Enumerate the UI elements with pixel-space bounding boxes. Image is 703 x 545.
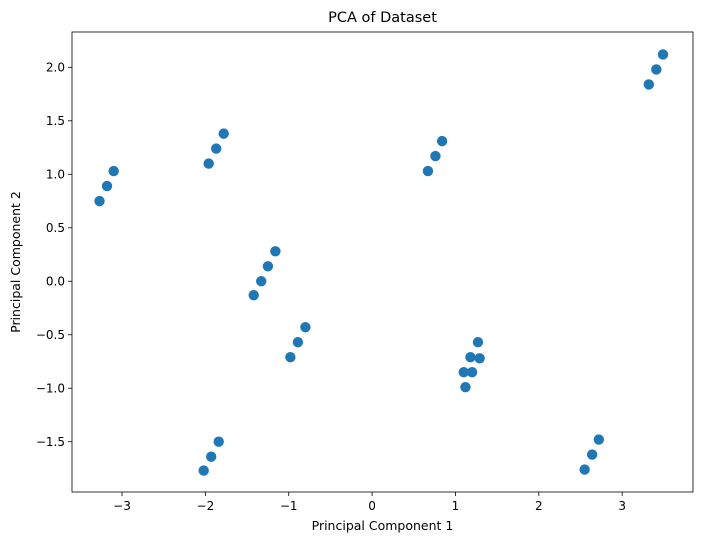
data-point-21 (460, 381, 471, 393)
data-point-11 (285, 352, 296, 363)
x-tick-label: 2 (535, 499, 543, 513)
data-point-14 (198, 465, 209, 476)
points-layer (94, 49, 669, 476)
y-tick-label: −1.0 (36, 382, 65, 396)
data-point-17 (422, 165, 434, 177)
data-point-6 (218, 128, 229, 139)
x-tick-label: −1 (280, 499, 298, 513)
data-point-8 (256, 276, 267, 287)
data-point-26 (579, 464, 590, 475)
y-tick-label: 1.0 (46, 168, 65, 182)
data-point-13 (300, 322, 311, 333)
y-axis-label: Principal Component 2 (8, 191, 23, 333)
x-tick-label: 0 (368, 499, 376, 513)
x-axis-ticks: −3 −2 −1 0 1 2 3 (113, 492, 626, 513)
y-tick-label: 0.5 (46, 221, 65, 235)
y-tick-label: 0.0 (46, 275, 65, 289)
data-point-4 (203, 158, 214, 169)
data-point-30 (651, 64, 662, 75)
data-point-31 (657, 49, 669, 60)
data-point-3 (108, 165, 119, 177)
data-point-20 (458, 366, 469, 378)
data-point-24 (472, 337, 484, 348)
x-axis-label: Principal Component 1 (312, 518, 454, 533)
y-tick-label: −1.5 (36, 435, 65, 449)
data-point-2 (101, 180, 113, 192)
data-point-9 (262, 261, 274, 272)
y-axis-ticks: −1.5 −1.0 −0.5 0.0 0.5 1.0 1.5 2.0 (36, 61, 72, 449)
x-tick-label: 3 (618, 499, 626, 513)
data-point-1 (94, 195, 105, 207)
data-point-29 (643, 79, 655, 90)
x-tick-label: −2 (197, 499, 215, 513)
data-point-10 (270, 246, 281, 257)
data-point-25 (474, 353, 485, 364)
data-point-22 (465, 352, 476, 363)
data-point-28 (593, 434, 605, 445)
data-point-27 (586, 449, 598, 460)
data-point-7 (248, 289, 259, 301)
plot-frame (71, 31, 694, 493)
x-tick-label: −3 (113, 499, 131, 513)
data-point-23 (466, 366, 478, 378)
data-point-16 (213, 436, 224, 447)
data-point-18 (430, 150, 441, 162)
x-tick-label: 1 (452, 499, 460, 513)
y-tick-label: −0.5 (36, 328, 65, 342)
y-tick-label: 2.0 (46, 61, 65, 75)
data-point-19 (436, 135, 448, 147)
y-tick-label: 1.5 (46, 114, 65, 128)
data-point-5 (211, 143, 222, 154)
chart-title: PCA of Dataset (328, 10, 437, 26)
data-point-12 (292, 337, 304, 348)
data-point-15 (206, 451, 217, 462)
